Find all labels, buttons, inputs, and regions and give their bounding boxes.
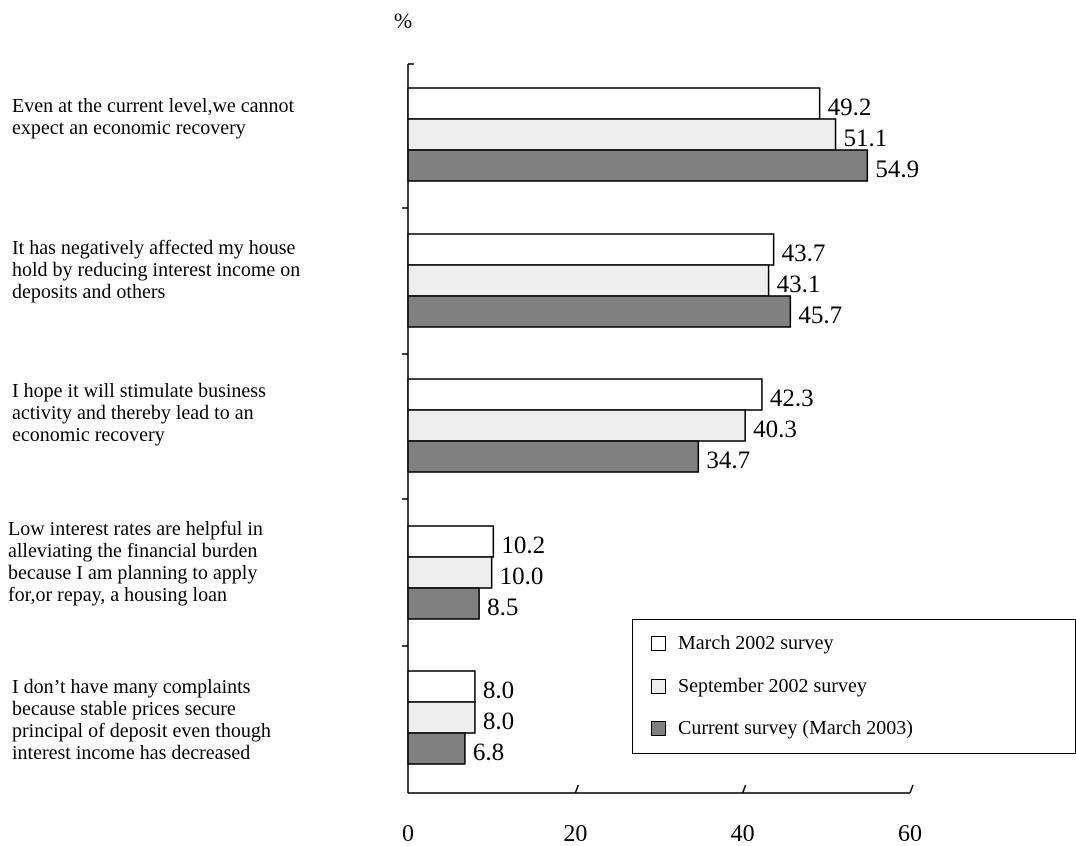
unit-label: %	[394, 8, 412, 33]
category-label-line: principal of deposit even though	[12, 720, 271, 742]
bar	[407, 701, 476, 734]
category-label-line: because stable prices secure	[12, 698, 236, 720]
category-label-line: I hope it will stimulate business	[12, 380, 266, 402]
bar	[407, 732, 466, 765]
data-label: 43.7	[782, 240, 826, 267]
bar	[407, 378, 763, 411]
data-label: 43.1	[777, 271, 821, 298]
legend-item-september-2002: September 2002 survey	[651, 672, 867, 700]
category-label-line: economic recovery	[12, 424, 165, 446]
legend-label-september-2002: September 2002 survey	[678, 674, 867, 697]
category-label-line: for,or repay, a housing loan	[8, 584, 227, 606]
data-label: 10.2	[501, 532, 545, 559]
bar	[407, 440, 700, 473]
category-label-line: alleviating the financial burden	[8, 540, 257, 562]
category-label-line: deposits and others	[12, 281, 166, 303]
data-label: 10.0	[500, 563, 544, 590]
data-label: 6.8	[473, 739, 504, 766]
legend-swatch-current-survey	[651, 720, 666, 736]
legend: March 2002 survey September 2002 survey …	[632, 619, 1076, 754]
x-axis-tick	[574, 784, 580, 794]
bar	[407, 233, 775, 266]
bars	[407, 87, 869, 765]
data-label: 8.5	[487, 594, 518, 621]
data-label: 49.2	[828, 94, 872, 121]
bar	[407, 587, 480, 620]
legend-swatch-september-2002	[651, 678, 666, 694]
data-label: 51.1	[844, 125, 888, 152]
bar	[407, 87, 821, 120]
legend-item-march-2002: March 2002 survey	[651, 629, 834, 657]
data-label: 42.3	[770, 385, 814, 412]
x-tick-labels: 0 20 40 60	[402, 821, 922, 846]
data-label: 8.0	[483, 677, 514, 704]
category-label-line: It has negatively affected my house	[12, 237, 296, 259]
data-label: 45.7	[798, 302, 842, 329]
x-tick-label: 0	[402, 821, 414, 846]
x-axis-tick	[909, 784, 914, 794]
category-label-line: Even at the current level,we cannot	[12, 95, 295, 117]
bar	[407, 149, 869, 182]
category-labels: Even at the current level,we cannotexpec…	[8, 95, 300, 764]
data-label: 8.0	[483, 708, 514, 735]
legend-label-current-survey: Current survey (March 2003)	[678, 716, 913, 739]
x-axis-tick	[741, 784, 747, 794]
data-label: 40.3	[753, 416, 797, 443]
bar	[407, 409, 746, 442]
bar	[407, 670, 476, 703]
category-label-line: activity and thereby lead to an	[12, 402, 254, 424]
value-labels: 49.2 51.1 54.9 43.7 43.1 45.7 42.3 40.334.7 10.2…	[473, 94, 919, 766]
data-label: 54.9	[875, 156, 919, 183]
data-label: 34.7	[706, 447, 750, 474]
category-label-line: interest income has decreased	[12, 742, 250, 764]
legend-swatch-march-2002	[651, 635, 666, 651]
legend-label-march-2002: March 2002 survey	[678, 631, 834, 654]
category-label-line: because I am planning to apply	[8, 562, 257, 584]
category-label-line: Low interest rates are helpful in	[8, 518, 263, 540]
x-tick-label: 20	[563, 821, 587, 846]
x-tick-label: 60	[898, 821, 922, 846]
bar	[407, 118, 837, 151]
category-label-line: hold by reducing interest income on	[12, 259, 300, 281]
bar	[407, 556, 493, 589]
bar	[407, 264, 770, 297]
legend-item-current-survey: Current survey (March 2003)	[651, 714, 913, 742]
category-label-line: I don’t have many complaints	[12, 676, 251, 698]
x-tick-label: 40	[731, 821, 755, 846]
category-label-line: expect an economic recovery	[12, 117, 246, 139]
bar	[407, 525, 495, 558]
bar	[407, 295, 792, 328]
